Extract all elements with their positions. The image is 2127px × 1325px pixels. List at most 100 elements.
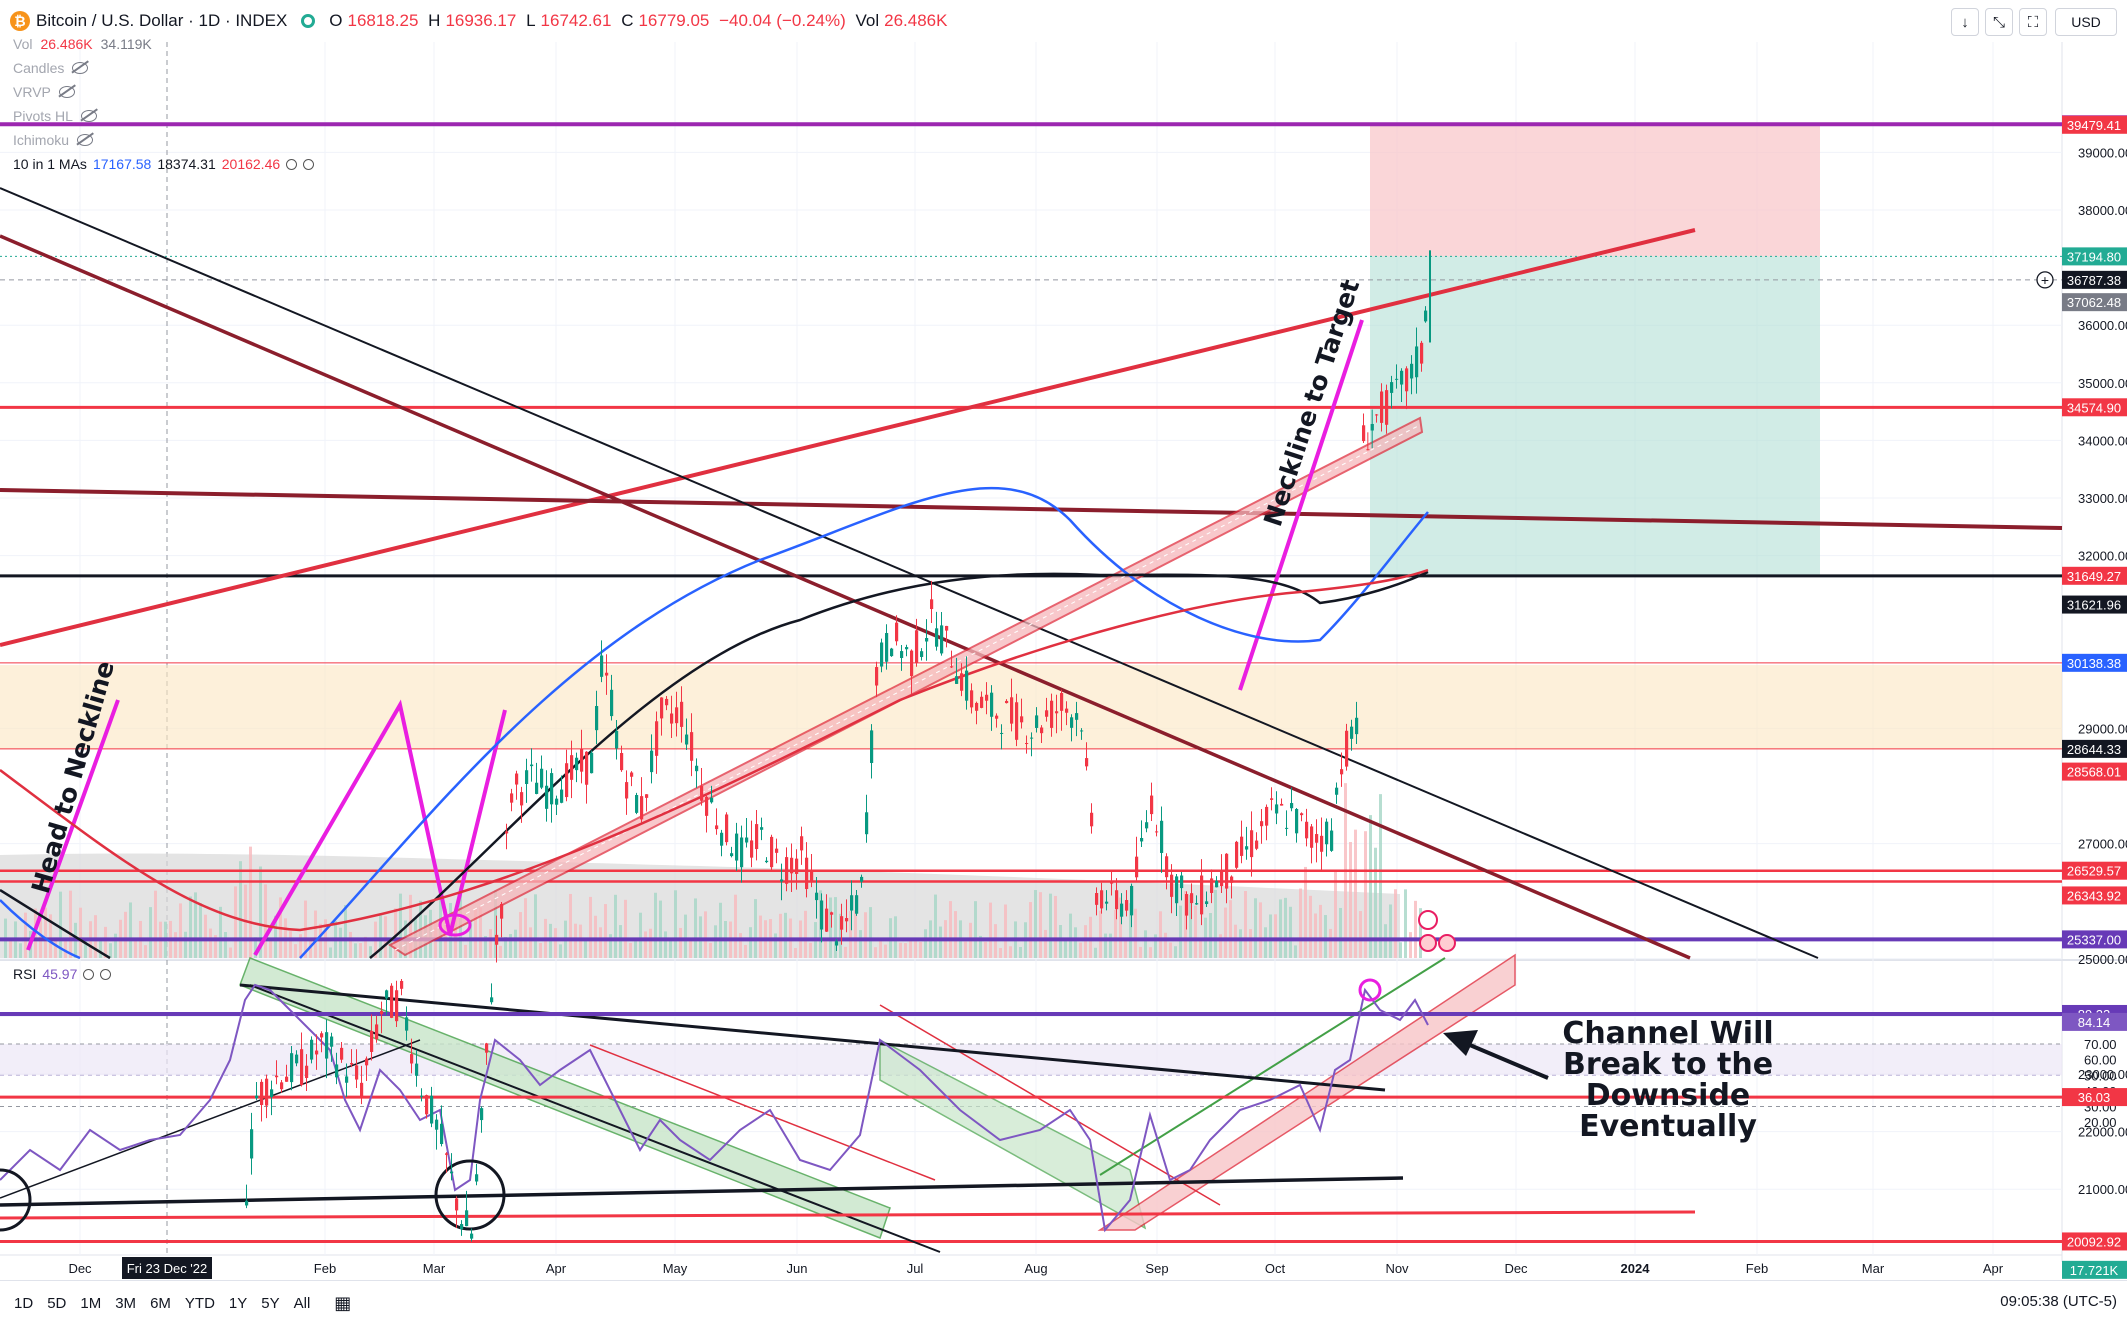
symbol-title[interactable]: Bitcoin / U.S. Dollar · 1D · INDEX <box>36 11 288 30</box>
volume-bar <box>1274 914 1277 958</box>
volume-bar <box>854 910 857 958</box>
resize-icon[interactable]: ⤡ <box>1985 8 2013 36</box>
volume-bar <box>654 892 657 958</box>
legend-vrvp[interactable]: VRVP <box>13 84 75 100</box>
volume-bar <box>214 935 217 958</box>
price-tag-bg <box>2062 566 2127 585</box>
volume-bar <box>734 894 737 958</box>
candle-body <box>865 812 869 835</box>
candle-body <box>1340 769 1344 775</box>
volume-bar <box>874 947 877 958</box>
more-icon[interactable] <box>100 968 112 980</box>
candle-body <box>515 773 519 785</box>
settings-icon[interactable] <box>286 158 298 170</box>
volume-bar <box>1369 815 1372 958</box>
candle-body <box>555 798 559 805</box>
volume-bar <box>554 928 557 958</box>
hidden-eye-icon[interactable] <box>58 86 75 98</box>
annotation-channel-line1: Channel Will <box>1562 1016 1773 1051</box>
annotation-channel-line3: Downside <box>1586 1078 1751 1113</box>
price-tick-label: 35000.00 <box>2078 376 2127 391</box>
volume-bar <box>179 903 182 958</box>
volume-bar <box>1244 891 1247 958</box>
bitcoin-icon: ₿ <box>10 11 30 31</box>
range-all[interactable]: All <box>293 1294 311 1312</box>
legend-ichimoku[interactable]: Ichimoku <box>13 132 94 148</box>
candle-body <box>1295 808 1299 834</box>
volume-bar <box>804 910 807 958</box>
range-1m[interactable]: 1M <box>80 1294 102 1312</box>
hidden-eye-icon[interactable] <box>80 110 97 122</box>
range-5y[interactable]: 5Y <box>261 1294 280 1312</box>
candle-body <box>1350 726 1354 739</box>
range-3m[interactable]: 3M <box>115 1294 137 1312</box>
date-range-icon[interactable]: ▦ <box>334 1292 352 1313</box>
time-tick-label: Aug <box>1024 1261 1047 1276</box>
candle-body <box>720 832 724 846</box>
candle-body <box>1090 812 1094 827</box>
volume-bar <box>129 902 132 958</box>
range-6m[interactable]: 6M <box>150 1294 171 1312</box>
candle-body <box>440 1123 444 1145</box>
time-tick-label: Feb <box>314 1261 336 1276</box>
legend-candles[interactable]: Candles <box>13 60 89 76</box>
vol-legend[interactable]: Vol 26.486K 34.119K <box>13 36 152 52</box>
range-1d[interactable]: 1D <box>14 1294 34 1312</box>
clock-timezone[interactable]: 09:05:38 (UTC-5) <box>2000 1293 2117 1310</box>
volume-bar <box>934 894 937 958</box>
candle-body <box>1200 875 1204 915</box>
range-ytd[interactable]: YTD <box>184 1294 215 1312</box>
range-1y[interactable]: 1Y <box>228 1294 248 1312</box>
candle-body <box>635 795 639 813</box>
fullscreen-icon[interactable]: ⛶ <box>2019 8 2047 36</box>
candle-body <box>755 824 759 850</box>
settings-icon[interactable] <box>83 968 95 980</box>
ma-legend[interactable]: 10 in 1 MAs 17167.58 18374.31 20162.46 <box>13 156 315 172</box>
volume-bar <box>844 946 847 958</box>
volume-bar <box>494 890 497 958</box>
candle-body <box>1375 414 1379 416</box>
volume-bar <box>44 907 47 958</box>
volume-bar <box>984 941 987 958</box>
candle-body <box>725 814 729 843</box>
time-tick-label: Jul <box>907 1261 924 1276</box>
price-tag-bg <box>2062 1260 2127 1279</box>
candle-body <box>295 1054 299 1064</box>
hidden-eye-icon[interactable] <box>72 62 89 74</box>
rsi-black-trend <box>239 983 1386 1092</box>
candle-body <box>830 912 834 915</box>
candle-body <box>890 648 894 657</box>
volume-bar <box>1209 913 1212 958</box>
currency-select[interactable]: USD <box>2055 8 2117 36</box>
candle-body <box>570 755 574 780</box>
volume-bar <box>104 926 107 958</box>
legend-pivots[interactable]: Pivots HL <box>13 108 97 124</box>
candle-body <box>590 752 594 774</box>
scroll-down-icon[interactable]: ↓ <box>1951 8 1979 36</box>
hidden-eye-icon[interactable] <box>77 134 94 146</box>
candle-body <box>655 721 659 756</box>
candle-body <box>765 860 769 863</box>
volume-bar <box>714 925 717 958</box>
more-icon[interactable] <box>303 158 315 170</box>
volume-bar <box>1219 934 1222 958</box>
candle-body <box>415 1063 419 1076</box>
range-5d[interactable]: 5D <box>47 1294 67 1312</box>
volume-bar <box>604 904 607 958</box>
volume-bar <box>19 943 22 958</box>
volume-bar <box>624 899 627 958</box>
volume-bar <box>204 914 207 958</box>
volume-bar <box>409 894 412 958</box>
volume-bar <box>1259 902 1262 958</box>
volume-bar <box>174 932 177 958</box>
volume-bar <box>1099 910 1102 958</box>
rsi-legend[interactable]: RSI 45.97 <box>13 966 112 982</box>
volume-bar <box>899 942 902 958</box>
candle-body <box>1362 425 1366 442</box>
candle-body <box>1215 880 1219 888</box>
volume-bar <box>1304 866 1307 958</box>
rsi-tag: 84.14 <box>2078 1015 2111 1030</box>
volume-bar <box>879 940 882 958</box>
volume-bar <box>1239 929 1242 958</box>
